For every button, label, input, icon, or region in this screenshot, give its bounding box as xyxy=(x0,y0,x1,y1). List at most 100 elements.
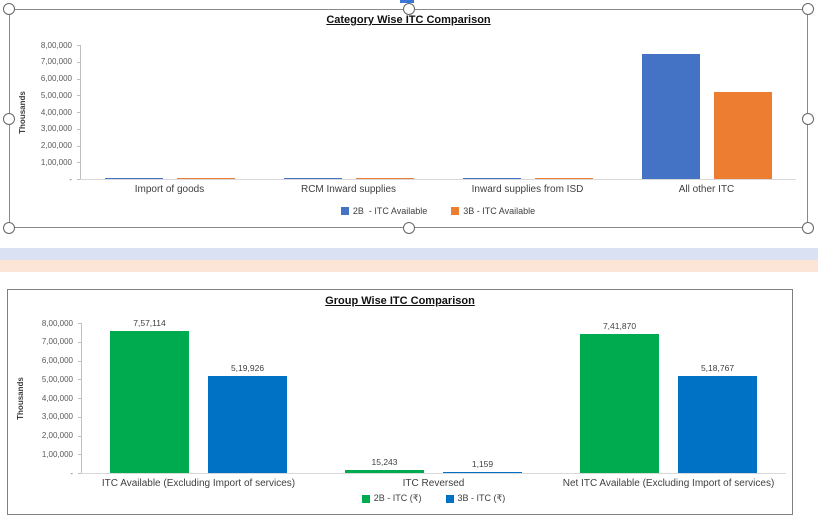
selection-handle-mid-left[interactable] xyxy=(3,112,15,125)
x-axis-line xyxy=(81,473,786,474)
legend-label: 2B - ITC Available xyxy=(352,206,428,216)
bar-series1[interactable] xyxy=(283,177,342,179)
plot-area: 8,00,000 7,00,000 6,00,000 5,00,000 4,00,000… xyxy=(8,290,792,514)
bar-series2[interactable] xyxy=(534,177,593,179)
y-tick-label: 5,00,000 xyxy=(40,90,72,100)
bar-group xyxy=(259,45,438,179)
y-tick-label: 7,00,000 xyxy=(41,337,73,347)
y-tick-label: 3,00,000 xyxy=(40,124,72,134)
selection-handle-bottom-middle[interactable] xyxy=(402,222,415,234)
selection-handle-bottom-left[interactable] xyxy=(3,222,15,234)
chart-category-wise-itc[interactable]: Category Wise ITC Comparison Thousands 8… xyxy=(3,3,814,234)
y-tick-label: 1,00,000 xyxy=(40,157,72,167)
bar-group xyxy=(438,45,617,179)
legend-item[interactable]: 2B - ITC (₹) xyxy=(361,493,422,504)
data-label: 5,19,926 xyxy=(230,362,265,373)
y-tick-mark xyxy=(77,112,80,113)
legend-item[interactable]: 3B - ITC Available xyxy=(451,206,535,216)
y-tick-label: 2,00,000 xyxy=(41,431,73,440)
data-label: 5,18,767 xyxy=(700,362,735,373)
legend: 2B - ITC Available 3B - ITC Available xyxy=(80,206,796,216)
category-label: ITC Available (Excluding Import of servi… xyxy=(101,478,296,489)
data-label: 15,243 xyxy=(371,457,398,468)
bar-series1[interactable]: 15,243 xyxy=(345,457,424,473)
bar-series2[interactable]: 5,18,767 xyxy=(678,363,757,473)
legend-label: 3B - ITC (₹) xyxy=(457,493,506,503)
y-tick-mark xyxy=(77,128,80,130)
bar-series1[interactable]: 7,41,870 xyxy=(580,321,659,473)
legend-swatch-icon xyxy=(361,494,370,503)
y-tick-mark xyxy=(78,341,81,343)
y-tick-mark xyxy=(77,95,80,97)
bar-series2[interactable]: 1,159 xyxy=(443,459,522,473)
y-tick-mark xyxy=(77,162,80,164)
y-tick-mark xyxy=(78,435,81,437)
legend-swatch-icon xyxy=(340,207,349,215)
y-tick-label: - xyxy=(69,174,72,184)
bar-series2[interactable] xyxy=(713,92,772,179)
y-tick-label: 2,00,000 xyxy=(40,141,72,150)
y-tick-label: 6,00,000 xyxy=(41,356,73,365)
category-label: All other ITC xyxy=(678,184,735,195)
selection-handle-mid-right[interactable] xyxy=(802,112,814,125)
y-tick-mark xyxy=(77,179,80,180)
y-tick-mark xyxy=(78,416,81,418)
y-tick-mark xyxy=(77,145,80,147)
y-axis-line xyxy=(80,45,81,179)
y-tick-mark xyxy=(78,473,81,474)
category-label: RCM Inward supplies xyxy=(300,184,397,195)
plot-area: 8,00,000 7,00,000 6,00,000 5,00,000 4,00,000… xyxy=(10,10,807,227)
chart-group-wise-itc[interactable]: Group Wise ITC Comparison Thousands 8,00… xyxy=(7,289,793,515)
y-axis-line xyxy=(81,323,82,473)
bar-series1[interactable] xyxy=(641,54,700,179)
data-label: 7,57,114 xyxy=(133,318,166,329)
bar-series2[interactable] xyxy=(176,177,235,179)
selection-handle-top-right[interactable] xyxy=(802,3,814,15)
category-label: Inward supplies from ISD xyxy=(471,184,584,195)
chart-title[interactable]: Group Wise ITC Comparison xyxy=(325,295,475,307)
legend-swatch-icon xyxy=(451,207,460,215)
bar-series1[interactable]: 7,57,114 xyxy=(110,318,189,473)
y-tick-mark xyxy=(78,323,81,324)
selection-handle-bottom-right[interactable] xyxy=(802,222,814,234)
y-tick-mark xyxy=(77,45,80,46)
bar-series1[interactable] xyxy=(104,177,163,179)
y-tick-mark xyxy=(78,360,81,362)
clipped-element-fragment xyxy=(400,0,414,3)
legend-label: 3B - ITC Available xyxy=(463,206,536,216)
row-band-blue xyxy=(0,248,818,260)
y-tick-mark xyxy=(77,78,80,80)
y-tick-label: 8,00,000 xyxy=(41,318,73,328)
bar-series1[interactable] xyxy=(462,177,521,179)
x-axis-line xyxy=(80,179,796,180)
y-tick-mark xyxy=(78,454,81,456)
legend-item[interactable]: 2B - ITC Available xyxy=(340,206,428,216)
y-tick-label: 7,00,000 xyxy=(40,57,72,67)
bar-group: 15,243 1,159 xyxy=(316,323,551,473)
selection-handle-top-middle[interactable] xyxy=(402,3,415,15)
data-label: 7,41,870 xyxy=(602,320,637,331)
category-label: ITC Reversed xyxy=(402,478,465,489)
data-label: 1,159 xyxy=(471,458,494,469)
chart-title[interactable]: Category Wise ITC Comparison xyxy=(326,14,491,26)
bar-group: 7,57,114 5,19,926 xyxy=(81,318,316,473)
bar-series2[interactable]: 5,19,926 xyxy=(208,363,287,473)
category-label: Import of goods xyxy=(134,184,205,195)
row-band-peach xyxy=(0,260,818,272)
y-tick-mark xyxy=(78,398,81,399)
legend-label: 2B - ITC (₹) xyxy=(373,493,422,503)
category-label: Net ITC Available (Excluding Import of s… xyxy=(562,478,775,489)
y-tick-label: 4,00,000 xyxy=(40,107,72,117)
bar-series2[interactable] xyxy=(355,177,414,179)
y-tick-label: 3,00,000 xyxy=(41,412,73,422)
y-tick-label: 1,00,000 xyxy=(41,449,73,459)
bar-group xyxy=(80,45,259,179)
legend: 2B - ITC (₹) 3B - ITC (₹) xyxy=(81,493,786,504)
y-tick-label: 8,00,000 xyxy=(40,40,72,50)
y-tick-label: - xyxy=(70,468,73,478)
selection-handle-top-left[interactable] xyxy=(3,3,15,15)
legend-swatch-icon xyxy=(445,494,454,503)
legend-item[interactable]: 3B - ITC (₹) xyxy=(445,493,506,504)
y-tick-label: 5,00,000 xyxy=(41,374,73,384)
